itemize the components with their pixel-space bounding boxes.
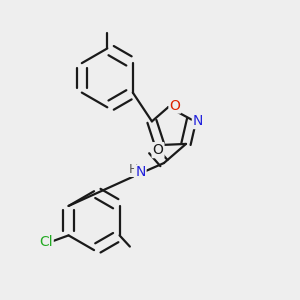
Text: N: N [193, 114, 203, 128]
Text: Cl: Cl [39, 235, 53, 249]
Text: N: N [135, 166, 146, 179]
Text: O: O [169, 99, 180, 112]
Text: O: O [153, 143, 164, 157]
Text: H: H [128, 163, 138, 176]
